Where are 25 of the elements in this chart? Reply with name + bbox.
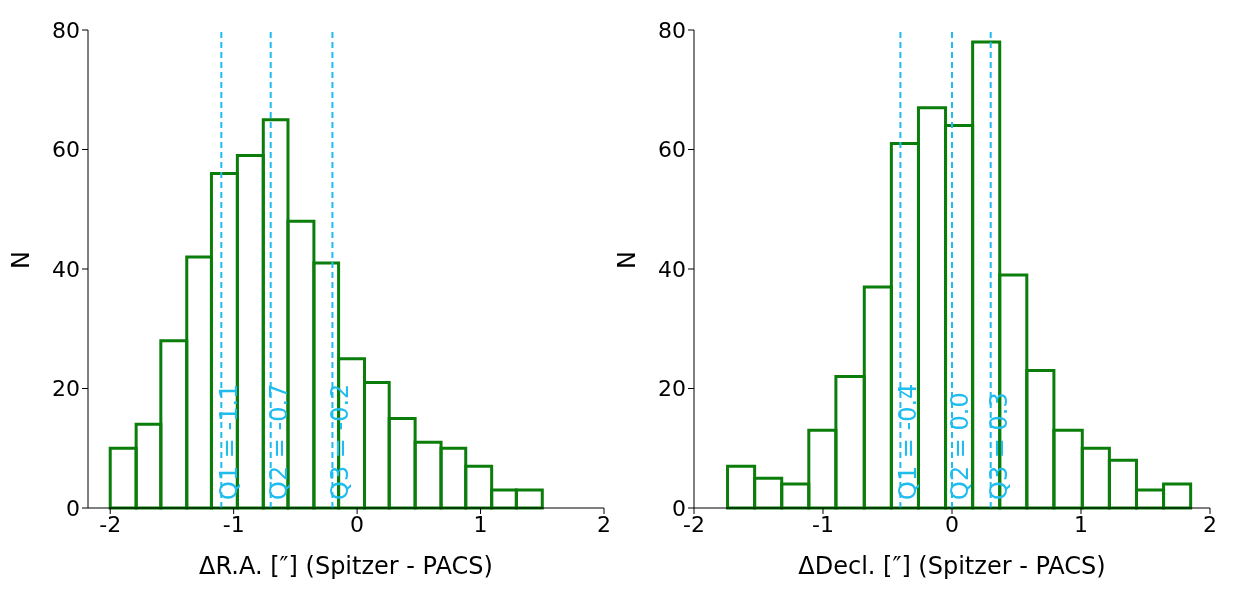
- x-tick-label: 2: [597, 511, 611, 537]
- ref-line-label: Q3 = -0.2: [326, 383, 355, 500]
- x-tick-label: 1: [473, 511, 488, 537]
- x-axis-title: ΔDecl. [″] (Spitzer - PACS): [798, 552, 1106, 580]
- y-tick-label: 0: [66, 495, 80, 521]
- x-tick-label: 2: [1203, 511, 1217, 537]
- x-axis-title: ΔR.A. [″] (Spitzer - PACS): [199, 552, 493, 580]
- y-axis-title: N: [6, 251, 35, 269]
- y-tick-label: 40: [52, 256, 80, 282]
- y-tick-label: 20: [52, 376, 80, 402]
- x-tick-label: -2: [683, 511, 705, 537]
- y-axis-title: N: [612, 251, 641, 269]
- x-tick-label: -2: [99, 511, 122, 537]
- x-tick-label: 1: [1074, 511, 1088, 537]
- y-tick-label: 80: [658, 17, 686, 43]
- y-tick-label: 60: [658, 137, 686, 163]
- x-tick-label: 0: [350, 511, 365, 537]
- y-tick-label: 40: [658, 256, 686, 282]
- y-tick-label: 80: [52, 17, 80, 43]
- x-tick-label: -1: [812, 511, 834, 537]
- y-tick-label: 0: [672, 495, 686, 521]
- y-tick-label: 60: [52, 137, 80, 163]
- x-tick-label: 0: [945, 511, 959, 537]
- x-tick-label: -1: [222, 511, 245, 537]
- y-tick-label: 20: [658, 376, 686, 402]
